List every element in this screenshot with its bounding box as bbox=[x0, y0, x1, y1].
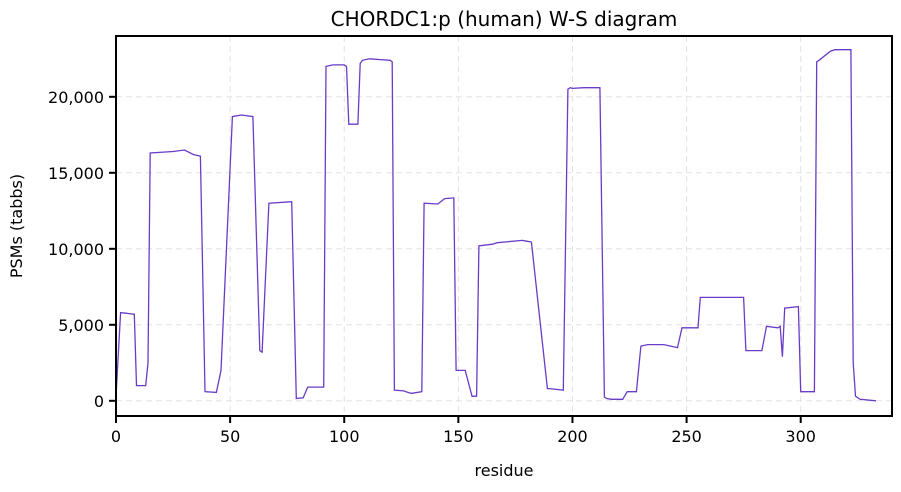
x-axis-label: residue bbox=[475, 461, 534, 480]
y-tick-label: 10,000 bbox=[48, 240, 104, 259]
x-tick-label: 100 bbox=[329, 427, 360, 446]
x-tick-label: 0 bbox=[111, 427, 121, 446]
x-tick-label: 300 bbox=[785, 427, 816, 446]
y-tick-label: 20,000 bbox=[48, 88, 104, 107]
y-tick-label: 5,000 bbox=[58, 316, 104, 335]
x-tick-label: 250 bbox=[671, 427, 702, 446]
series-line bbox=[115, 49, 877, 402]
chart-title: CHORDC1:p (human) W-S diagram bbox=[331, 7, 678, 31]
y-tick-label: 0 bbox=[94, 392, 104, 411]
x-tick-label: 200 bbox=[557, 427, 588, 446]
plot-frame bbox=[115, 35, 893, 417]
x-tick-label: 50 bbox=[220, 427, 240, 446]
x-tick-label: 150 bbox=[443, 427, 474, 446]
y-axis-label: PSMs (tabbs) bbox=[7, 174, 26, 278]
y-tick-label: 15,000 bbox=[48, 164, 104, 183]
grid bbox=[115, 36, 892, 416]
axis-ticks: 0 50 100 150 200 250 300 0 5,000 10,000 15,000 20,0… bbox=[48, 88, 816, 446]
